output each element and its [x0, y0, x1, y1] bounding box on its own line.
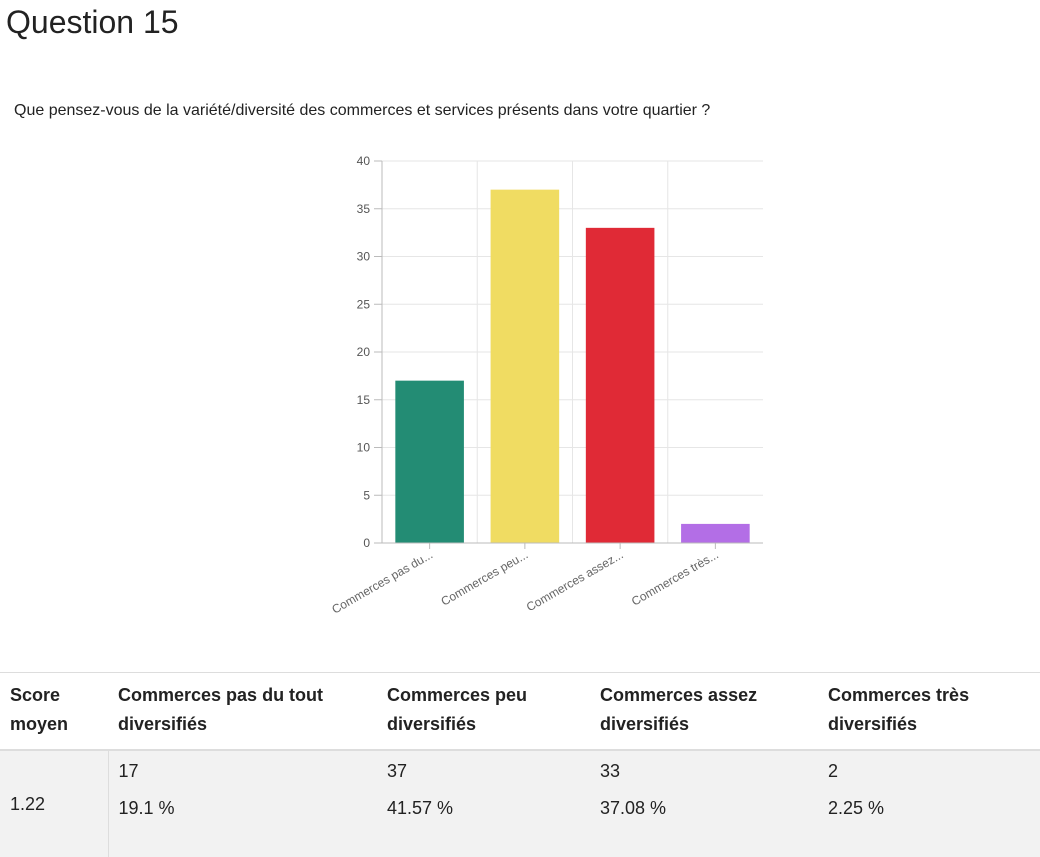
- count-value: 37: [387, 761, 408, 781]
- y-tick-label: 15: [357, 393, 371, 407]
- bar: [490, 189, 560, 543]
- y-tick-label: 30: [357, 250, 371, 264]
- header-pas-du-tout: Commerces pas du tout diversifiés: [108, 672, 377, 751]
- y-tick-label: 5: [363, 488, 370, 502]
- x-tick-label: Commerces peu...: [438, 547, 530, 608]
- y-tick-label: 0: [363, 536, 370, 550]
- page-title: Question 15: [6, 4, 179, 40]
- y-tick-label: 25: [357, 297, 371, 311]
- chart-axes: [374, 160, 763, 549]
- count-value: 2: [828, 761, 839, 781]
- header-tres: Commerces très diversifiés: [818, 672, 1040, 751]
- header-peu: Commerces peu diversifiés: [377, 672, 590, 751]
- bar: [585, 227, 655, 543]
- y-tick-label: 40: [357, 154, 371, 168]
- score-value: 1.22: [0, 750, 108, 857]
- count-value: 33: [600, 761, 621, 781]
- y-tick-label: 35: [357, 202, 371, 216]
- x-tick-label: Commerces pas du...: [329, 547, 435, 616]
- x-tick-label: Commerces très...: [629, 547, 721, 608]
- x-tick-label: Commerces assez...: [524, 547, 626, 614]
- bar: [395, 380, 464, 543]
- header-score: Score moyen: [0, 672, 108, 751]
- results-table: Score moyen Commerces pas du tout divers…: [0, 672, 1040, 857]
- cell-assez: 33 37.08 %: [590, 750, 818, 857]
- y-tick-label: 20: [357, 345, 371, 359]
- question-text: Que pensez-vous de la variété/diversité …: [14, 102, 711, 119]
- header-assez: Commerces assez diversifiés: [590, 672, 818, 751]
- percent-value: 37.08 %: [600, 798, 667, 818]
- cell-peu: 37 41.57 %: [377, 750, 590, 857]
- bar: [681, 523, 750, 543]
- percent-value: 41.57 %: [387, 798, 454, 818]
- cell-tres: 2 2.25 %: [818, 750, 1040, 857]
- percent-value: 19.1 %: [118, 798, 175, 818]
- count-value: 17: [118, 761, 139, 781]
- chart-bars: [395, 189, 750, 543]
- cell-pas-du-tout: 17 19.1 %: [107, 750, 377, 857]
- percent-value: 2.25 %: [828, 798, 885, 818]
- table-row: 1.22 17 19.1 % 37 41.57 % 33 37.08 % 2 2…: [0, 750, 1040, 857]
- y-tick-label: 10: [357, 441, 371, 455]
